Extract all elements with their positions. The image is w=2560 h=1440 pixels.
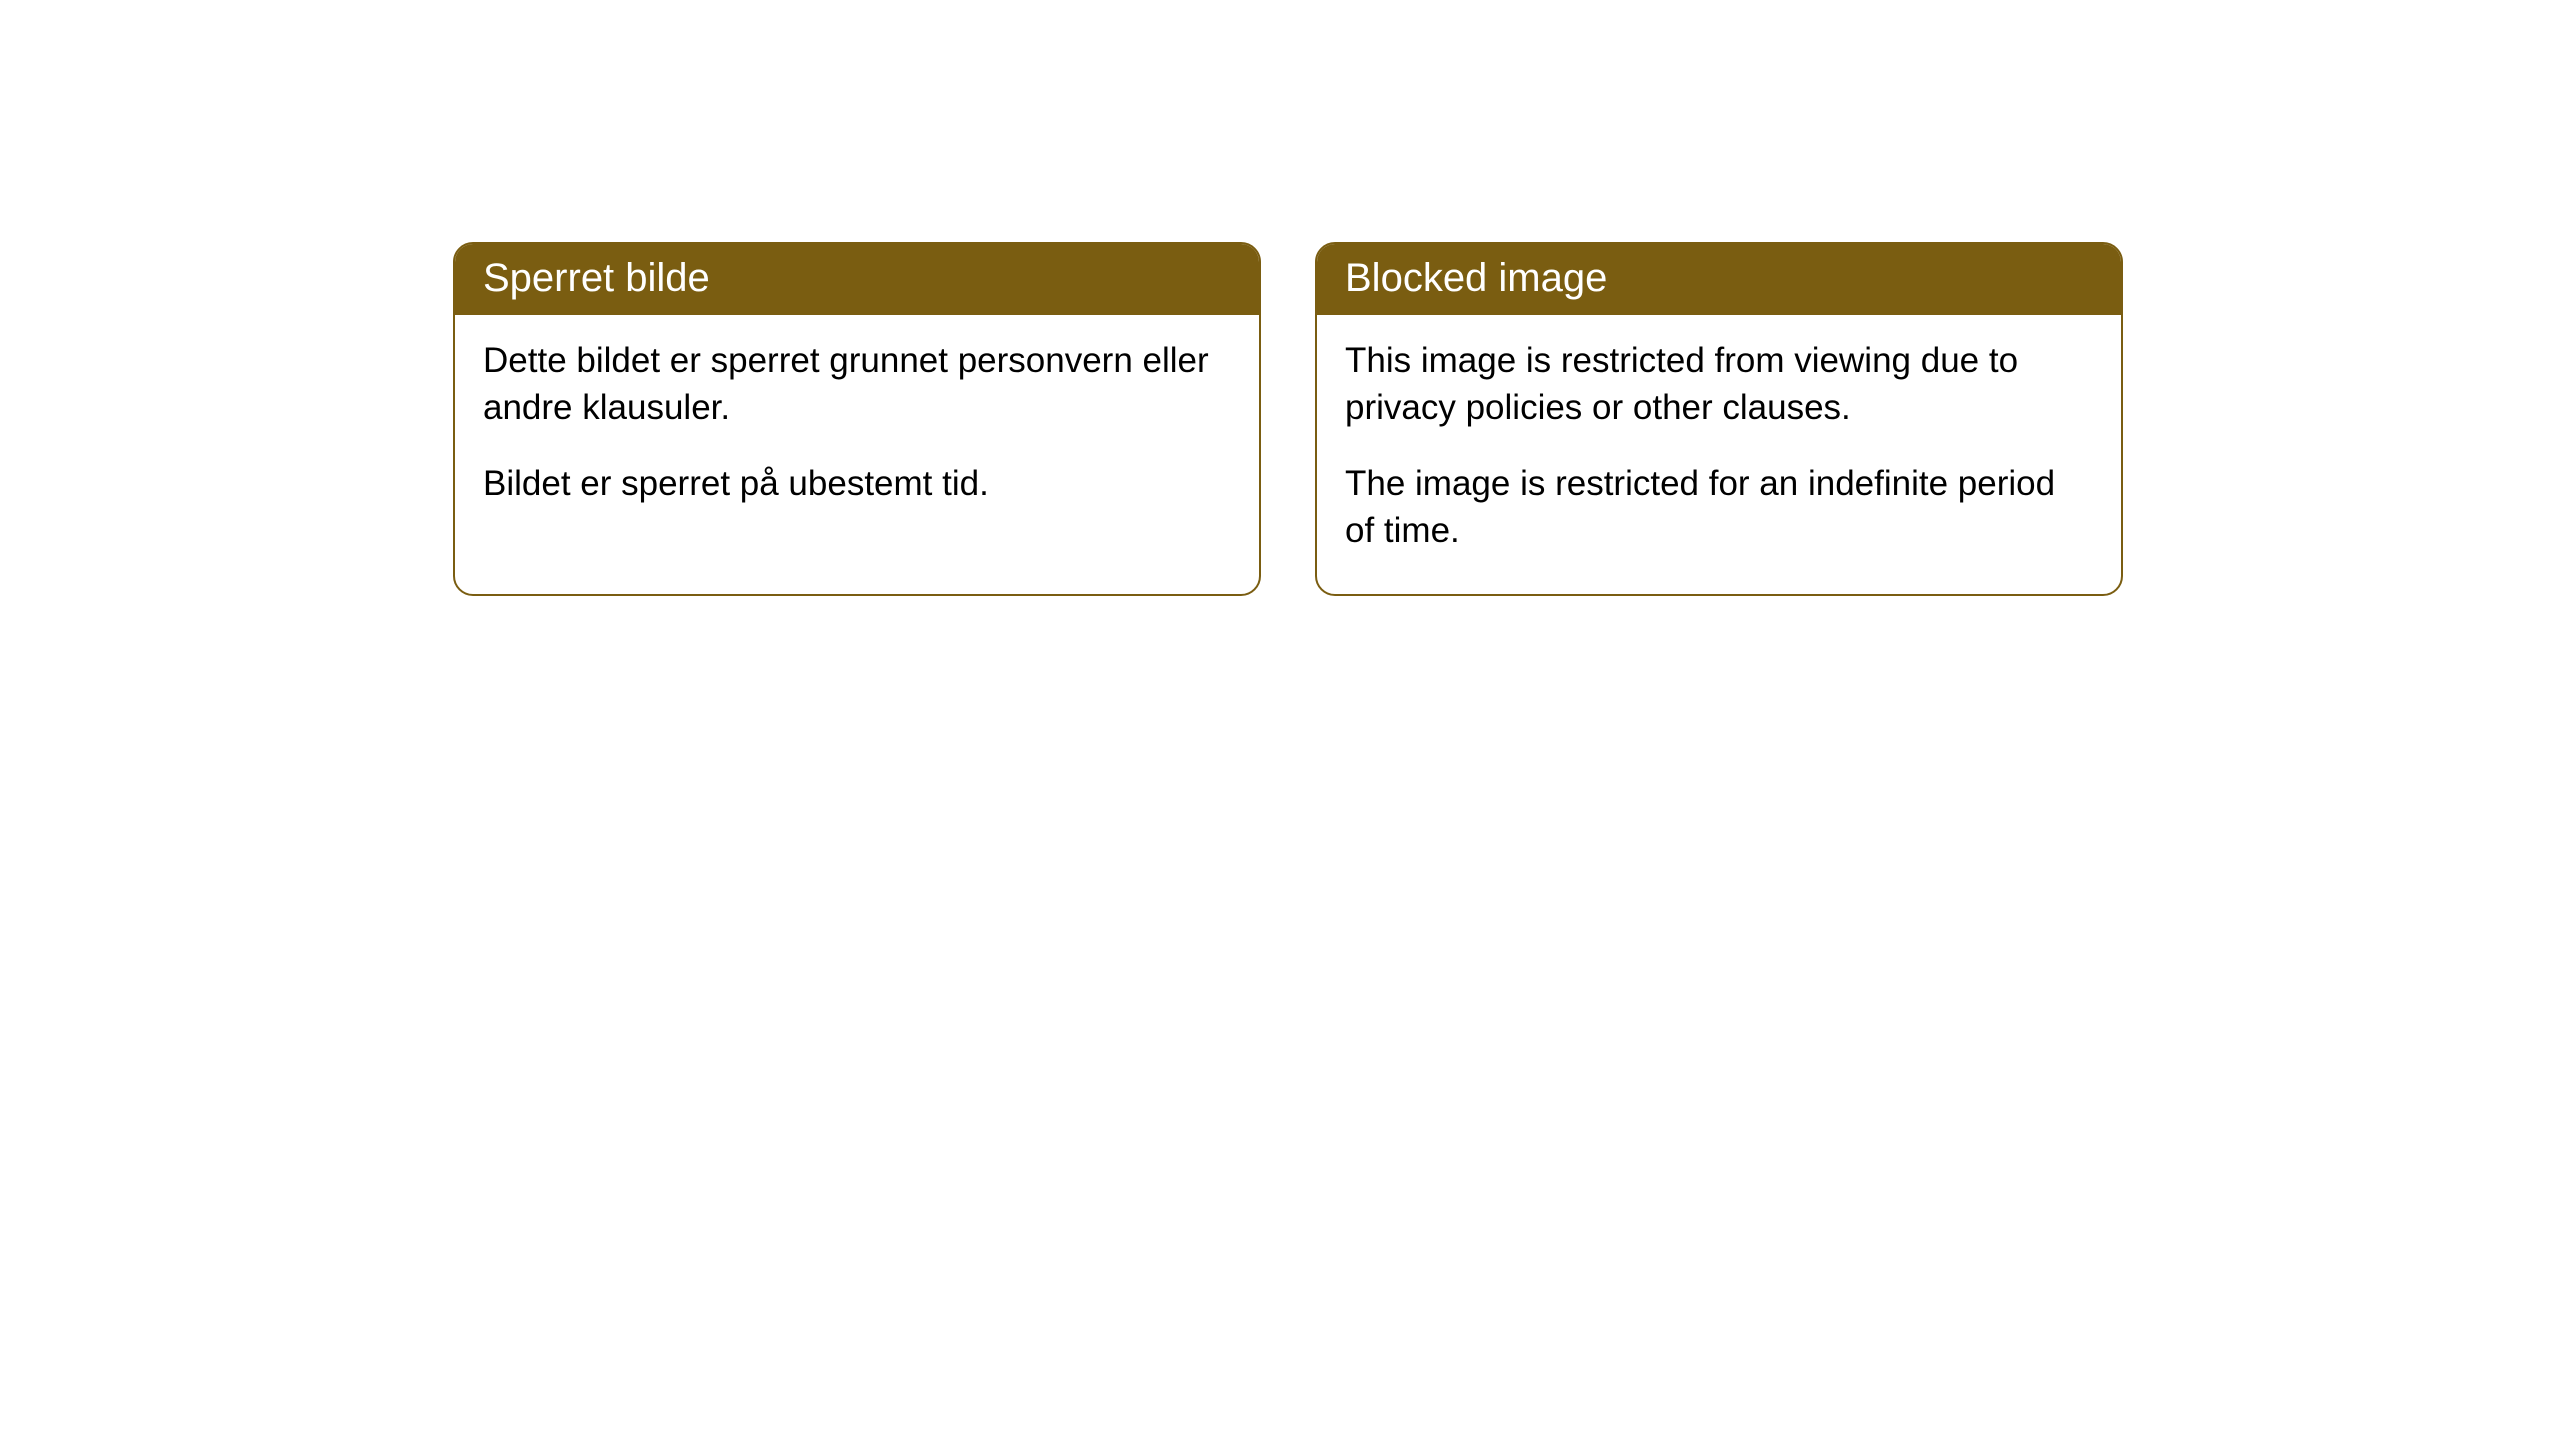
card-text1-no: Dette bildet er sperret grunnet personve… <box>483 337 1231 432</box>
card-title-en: Blocked image <box>1345 256 1607 300</box>
card-header-en: Blocked image <box>1317 244 2121 315</box>
card-header-no: Sperret bilde <box>455 244 1259 315</box>
blocked-image-card-en: Blocked image This image is restricted f… <box>1315 242 2123 596</box>
notice-cards-container: Sperret bilde Dette bildet er sperret gr… <box>453 242 2123 596</box>
card-text1-en: This image is restricted from viewing du… <box>1345 337 2093 432</box>
card-text2-no: Bildet er sperret på ubestemt tid. <box>483 460 1231 507</box>
card-title-no: Sperret bilde <box>483 256 710 300</box>
blocked-image-card-no: Sperret bilde Dette bildet er sperret gr… <box>453 242 1261 596</box>
card-body-en: This image is restricted from viewing du… <box>1317 315 2121 594</box>
card-body-no: Dette bildet er sperret grunnet personve… <box>455 315 1259 547</box>
card-text2-en: The image is restricted for an indefinit… <box>1345 460 2093 555</box>
